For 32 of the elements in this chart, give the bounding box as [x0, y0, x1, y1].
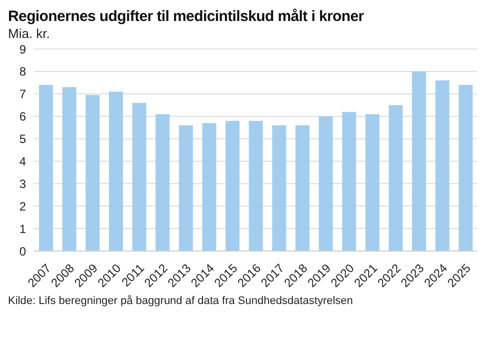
y-tick-label: 8	[19, 64, 26, 79]
bar	[458, 84, 473, 251]
bar	[435, 80, 450, 251]
bar	[156, 114, 170, 251]
bar	[272, 125, 286, 251]
bar	[365, 114, 380, 251]
bar	[388, 105, 403, 251]
y-tick-label: 4	[19, 154, 26, 168]
bar	[86, 95, 100, 251]
y-tick-label: 5	[19, 132, 26, 146]
text: Kilde: Lifs beregninger på baggrund af data fra Sundhedsdatastyrelsen	[8, 295, 354, 307]
bar	[108, 92, 123, 251]
bar	[178, 125, 193, 251]
bar	[295, 125, 310, 251]
y-tick-label: 1	[19, 222, 26, 236]
bar	[132, 102, 146, 251]
chart-title: Regionernes udgifter til medicintilskud målt i kroner	[8, 8, 365, 25]
bar	[62, 87, 76, 251]
y-tick-label: 6	[19, 110, 26, 124]
bar	[318, 116, 333, 251]
bar	[342, 112, 356, 251]
y-tick-label: 2	[19, 199, 26, 214]
bar	[412, 71, 426, 251]
bar	[202, 123, 216, 251]
y-tick-label: 3	[19, 176, 26, 191]
y-axis-title: Mia. kr.	[8, 26, 51, 41]
bar	[226, 120, 240, 251]
y-tick-label: 7	[19, 87, 26, 102]
bar	[39, 84, 53, 251]
y-tick-label: 9	[19, 42, 26, 56]
y-tick-label: 0	[19, 244, 26, 258]
bar	[248, 120, 263, 251]
